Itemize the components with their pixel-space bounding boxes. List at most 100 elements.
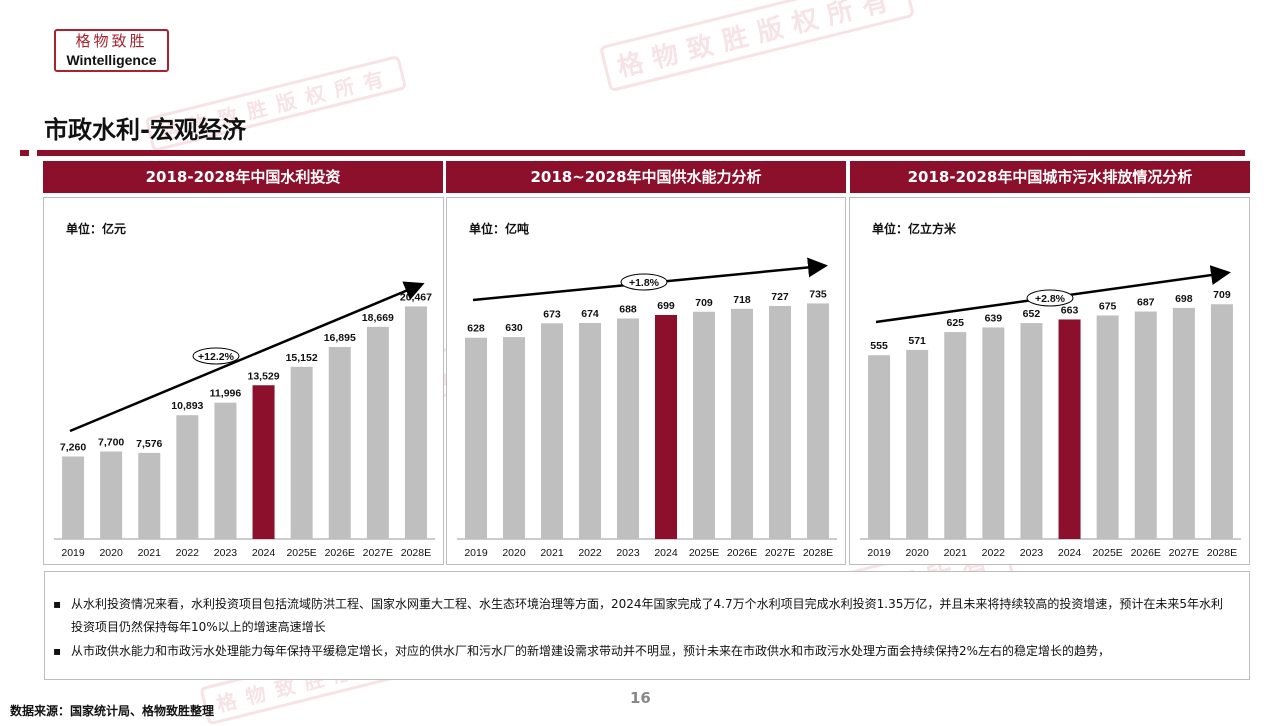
data-label: 709 — [1213, 289, 1231, 301]
x-tick-label: 2023 — [1020, 547, 1044, 559]
bar-2024 — [252, 385, 275, 539]
chart-water-supply: 单位：亿吨 628 2019 630 2020 673 2021 674 2022 688 202… — [446, 197, 846, 565]
data-label: 674 — [581, 308, 599, 320]
x-tick-label: 2024 — [252, 547, 276, 559]
x-tick-label: 2028E — [401, 547, 431, 559]
note-text: 从水利投资情况来看，水利投资项目包括流域防洪工程、国家水网重大工程、水生态环境治… — [71, 597, 1223, 634]
panel-header-sewage: 2018-2028年中国城市污水排放情况分析 — [850, 161, 1250, 193]
title-rule — [37, 150, 1245, 156]
bar-2024 — [1058, 319, 1081, 539]
logo-en-text: Wintelligence — [66, 52, 157, 68]
bar-2028E — [1210, 304, 1233, 539]
data-label: 555 — [870, 340, 888, 352]
x-tick-label: 2025E — [1092, 547, 1122, 559]
title-rule-marker — [20, 150, 29, 156]
trend-label-badge — [1026, 289, 1074, 307]
data-label: 7,260 — [60, 442, 86, 454]
bar-2022 — [982, 327, 1005, 539]
data-label: 652 — [1023, 308, 1041, 320]
data-label: 7,700 — [98, 437, 124, 449]
bar-2021 — [138, 452, 161, 539]
x-tick-label: 2023 — [214, 547, 238, 559]
x-tick-label: 2024 — [1058, 547, 1082, 559]
x-tick-label: 2027E — [1169, 547, 1199, 559]
bar-2019 — [62, 456, 85, 539]
data-label: 16,895 — [324, 332, 356, 344]
x-tick-label: 2028E — [803, 547, 833, 559]
data-label: 18,669 — [362, 312, 394, 324]
data-label: 675 — [1099, 300, 1117, 312]
bar-2025E — [693, 311, 715, 539]
x-tick-label: 2019 — [867, 547, 891, 559]
bar-2021 — [944, 332, 967, 539]
bar-2020 — [100, 451, 123, 539]
x-tick-label: 2022 — [578, 547, 602, 559]
data-label: 735 — [809, 288, 827, 300]
bar-2026E — [328, 347, 351, 539]
bar-2027E — [366, 326, 389, 539]
bullet-icon: ▪ — [53, 644, 62, 658]
chart-sewage: 单位：亿立方米 555 2019 571 2020 625 2021 639 2022 652 2… — [849, 197, 1250, 565]
data-label: 709 — [695, 297, 713, 309]
trend-label: +12.2% — [198, 351, 235, 363]
bar-2021 — [541, 323, 563, 539]
bar-2023 — [1020, 323, 1043, 539]
x-tick-label: 2026E — [325, 547, 355, 559]
data-label: 7,576 — [136, 438, 162, 450]
bar-2025E — [1096, 315, 1119, 539]
data-label: 639 — [985, 312, 1003, 324]
bar-2022 — [176, 415, 199, 539]
bar-2022 — [579, 322, 601, 539]
data-label: 11,996 — [210, 388, 242, 400]
bar-2019 — [868, 355, 891, 539]
bar-2028E — [807, 303, 829, 539]
x-tick-label: 2020 — [502, 547, 526, 559]
bar-2024 — [655, 314, 677, 539]
bar-2027E — [1172, 307, 1195, 539]
notes-box: ▪ 从水利投资情况来看，水利投资项目包括流域防洪工程、国家水网重大工程、水生态环… — [44, 571, 1250, 680]
chart-svg: 628 2019 630 2020 673 2021 674 2022 688 2023 699 20… — [457, 257, 837, 559]
panel-header-investment: 2018-2028年中国水利投资 — [43, 161, 443, 193]
data-label: 718 — [733, 294, 751, 306]
bar-2020 — [503, 337, 525, 539]
company-logo: 格物致胜 Wintelligence — [54, 29, 169, 72]
x-tick-label: 2021 — [944, 547, 968, 559]
data-label: 727 — [771, 291, 789, 303]
bar-2027E — [769, 305, 791, 539]
note-text: 从市政供水能力和市政污水处理能力每年保持平缓稳定增长，对应的供水厂和污水厂的新增… — [71, 644, 1111, 658]
bar-2026E — [1134, 311, 1157, 539]
x-tick-label: 2021 — [540, 547, 564, 559]
x-tick-label: 2027E — [363, 547, 393, 559]
page-title: 市政水利-宏观经济 — [44, 116, 246, 144]
data-label: 699 — [657, 300, 675, 312]
chart-svg: 7,260 2019 7,700 2020 7,576 2021 10,893 2022 11,… — [54, 281, 435, 559]
x-tick-label: 2021 — [138, 547, 162, 559]
data-label: 687 — [1137, 297, 1155, 309]
x-tick-label: 2023 — [616, 547, 640, 559]
data-label: 20,467 — [400, 291, 432, 303]
chart-svg: 555 2019 571 2020 625 2021 639 2022 652 2023 663 20… — [860, 265, 1241, 559]
x-tick-label: 2026E — [1131, 547, 1161, 559]
panel-header-water-supply: 2018~2028年中国供水能力分析 — [446, 161, 846, 193]
bar-2020 — [906, 349, 929, 539]
trend-label-badge — [620, 273, 668, 291]
trend-label: +2.8% — [1035, 293, 1066, 305]
x-tick-label: 2019 — [464, 547, 488, 559]
note-item: ▪ 从水利投资情况来看，水利投资项目包括流域防洪工程、国家水网重大工程、水生态环… — [53, 593, 1231, 639]
bar-2023 — [617, 318, 639, 539]
unit-label: 单位：亿立方米 — [872, 222, 957, 236]
trend-arrow — [69, 281, 425, 433]
data-label: 10,893 — [171, 400, 203, 412]
x-tick-label: 2025E — [689, 547, 719, 559]
data-label: 688 — [619, 303, 637, 315]
x-tick-label: 2020 — [905, 547, 929, 559]
x-tick-label: 2022 — [176, 547, 200, 559]
bar-2026E — [731, 308, 753, 539]
chart-investment: 单位：亿元 7,260 2019 7,700 2020 7,576 2021 10,893 2… — [43, 197, 444, 565]
bar-2019 — [465, 337, 487, 539]
unit-label: 单位：亿吨 — [469, 222, 530, 236]
x-tick-label: 2026E — [727, 547, 757, 559]
unit-label: 单位：亿元 — [66, 222, 127, 236]
data-source: 数据来源：国家统计局、格物致胜整理 — [10, 704, 215, 718]
data-label: 625 — [946, 317, 964, 329]
